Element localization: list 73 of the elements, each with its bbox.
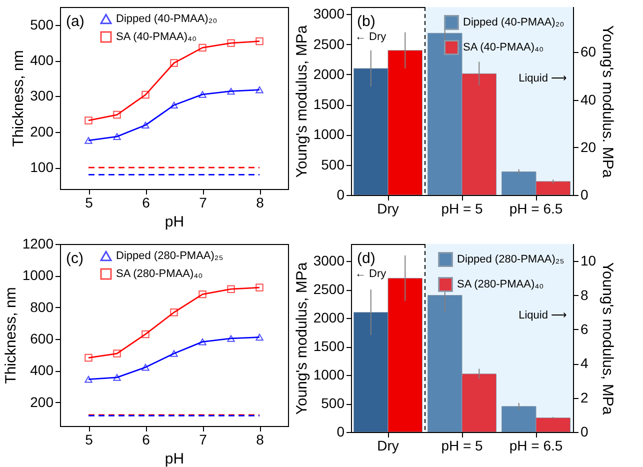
y-tick-label: 1200	[22, 236, 54, 252]
y-tick-label: 1000	[313, 366, 345, 383]
y-tick-label: 400	[30, 362, 54, 378]
y-tick-label: 500	[321, 395, 345, 412]
y2-tick-label: 0	[580, 186, 588, 202]
x-tick-label: 7	[199, 432, 208, 448]
x-tick-label: pH = 6.5	[509, 200, 563, 216]
y-axis-title: Thickness, nm	[10, 50, 28, 147]
y-tick-label: 0	[336, 186, 345, 202]
y-tick-label: 600	[30, 330, 54, 346]
y-tick-label: 100	[30, 159, 54, 176]
y-tick-label: 1500	[313, 96, 345, 112]
annotation: (b)	[357, 13, 376, 30]
legend-label: Dipped (280-PMAA)₂₅	[457, 254, 564, 266]
legend-label: SA (40-PMAA)₄₀	[116, 31, 197, 43]
x-axis-title: pH	[164, 214, 184, 230]
x-tick-label: pH = 5	[441, 200, 484, 216]
y-axis-title: Young's modulus, MPa	[293, 262, 310, 415]
legend-label: Dipped (40-PMAA)₂₀	[116, 13, 218, 25]
x-tick-label: Dry	[377, 200, 399, 216]
y-axis-title: Young's modulus, MPa	[293, 24, 310, 178]
legend-label: Dipped (280-PMAA)₂₅	[116, 250, 224, 262]
y2-tick-label: 8	[580, 286, 588, 303]
y-tick-label: 2500	[313, 281, 345, 298]
y-tick-label: 2500	[313, 36, 345, 52]
x-tick-label: pH = 6.5	[509, 438, 563, 454]
y-tick-label: 200	[30, 123, 54, 140]
y-tick-label: 2000	[313, 66, 345, 82]
x-tick-label: 6	[142, 432, 150, 448]
y-tick-label: 1000	[22, 267, 54, 284]
y2-tick-label: 6	[580, 320, 588, 337]
x-tick-label: 6	[142, 194, 150, 210]
y-tick-label: 200	[30, 394, 54, 410]
x-axis-title: pH	[164, 450, 184, 467]
x-tick-label: 5	[85, 432, 94, 448]
y-tick-label: 0	[336, 424, 345, 440]
y-tick-label: 300	[30, 88, 54, 104]
legend-label: Dipped (40-PMAA)₂₀	[463, 16, 564, 28]
x-tick-label: 7	[199, 194, 208, 210]
y-tick-label: 800	[30, 298, 54, 315]
annotation: ← Dry	[355, 31, 387, 43]
y2-tick-label: 0	[580, 424, 588, 440]
y-tick-label: 400	[30, 52, 54, 68]
y-tick-label: 2000	[313, 310, 345, 326]
annotation: Liquid ⟶	[518, 72, 567, 84]
annotation: Liquid ⟶	[518, 309, 567, 322]
y2-tick-label: 4	[580, 355, 588, 372]
y-tick-label: 1000	[313, 126, 345, 142]
y2-tick-label: 60	[580, 44, 596, 60]
x-tick-label: 8	[256, 432, 264, 448]
y2-axis-title: Young's modulus, MPa	[599, 262, 616, 416]
y2-tick-label: 20	[580, 138, 596, 155]
y-axis-title: Thickness, nm	[2, 287, 20, 384]
y2-tick-label: 40	[580, 91, 596, 108]
x-tick-label: pH = 5	[441, 438, 484, 454]
legend-label: SA (40-PMAA)₄₀	[463, 42, 544, 54]
y-tick-label: 500	[321, 156, 345, 172]
y-tick-label: 1500	[313, 338, 345, 354]
legend-label: SA (280-PMAA)₄₀	[457, 278, 544, 290]
y2-axis-title: Young's modulus. MPa	[599, 25, 616, 178]
x-tick-label: 8	[256, 194, 264, 210]
annotation: (c)	[66, 250, 84, 267]
annotation: ← Dry	[355, 268, 387, 280]
x-tick-label: Dry	[377, 438, 399, 454]
y-tick-label: 500	[30, 16, 54, 32]
annotation: (a)	[66, 13, 84, 30]
annotation: (d)	[357, 250, 376, 267]
x-tick-label: 5	[85, 194, 94, 210]
y-tick-label: 3000	[313, 252, 345, 269]
y-tick-label: 3000	[313, 6, 345, 22]
legend-label: SA (280-PMAA)₄₀	[116, 268, 203, 280]
y2-tick-label: 2	[580, 389, 588, 406]
y2-tick-label: 10	[580, 252, 596, 269]
